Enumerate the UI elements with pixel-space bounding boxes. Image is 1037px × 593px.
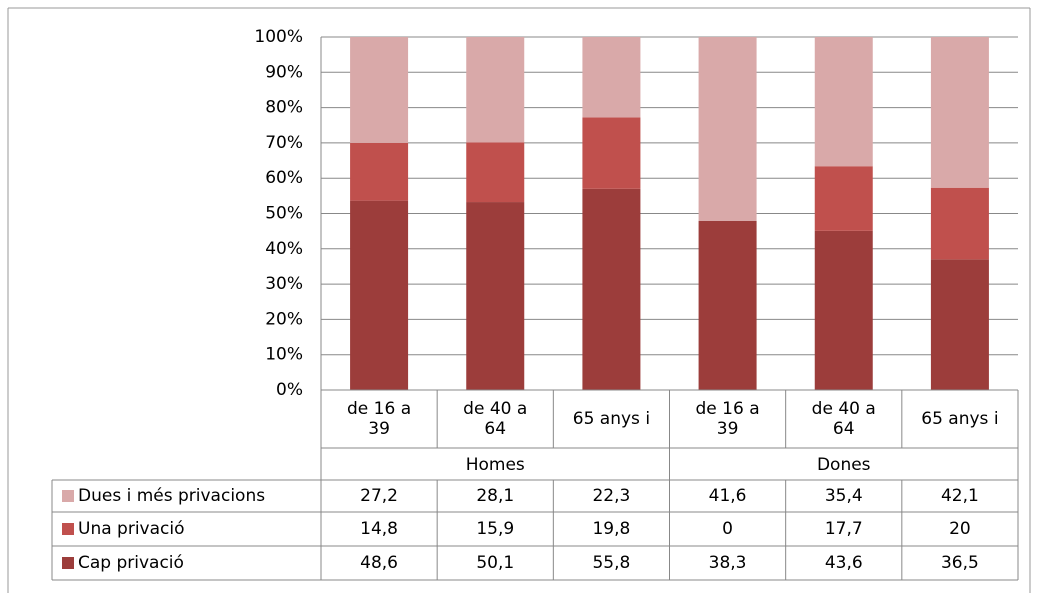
bar-segment [466,142,525,203]
x-tick-label: de 40 a 64 [811,399,876,439]
table-value: 50,1 [476,553,514,573]
bar-segment [350,37,409,143]
x-tick-label-box: de 40 a 64 [786,391,902,447]
table-value: 17,7 [825,519,863,539]
table-value: 42,1 [941,486,979,506]
y-tick-label: 10% [265,345,303,365]
x-tick-label: 65 anys i [921,409,999,429]
legend-label: Una privació [78,519,185,539]
y-tick-label: 50% [265,204,303,224]
bar-segment [582,37,641,118]
table-value: 15,9 [476,519,514,539]
x-tick-label: 65 anys i [572,409,651,429]
y-tick-label: 70% [265,133,303,153]
x-tick-label-cell: 65 anys i [553,391,669,447]
bar-segment [582,188,641,390]
bar-segment [814,37,873,167]
table-value: 14,8 [360,519,398,539]
y-tick-label: 20% [265,309,303,329]
bar-segment [350,200,409,390]
table-value: 27,2 [360,486,398,506]
table-value: 0 [722,519,733,539]
x-tick-label-cell: 65 anys i [902,391,1018,447]
y-tick-label: 0% [276,380,303,400]
y-tick-label: 80% [265,98,303,118]
bar-segment [582,117,641,189]
legend-label: Dues i més privacions [78,486,265,506]
group-label: Homes [466,455,525,475]
table-value: 19,8 [592,519,630,539]
table-value: 41,6 [709,486,747,506]
x-tick-label: de 16 a 39 [695,399,760,439]
table-value: 36,5 [941,553,979,573]
x-tick-label-box: 65 anys i [553,391,669,447]
x-tick-label: de 40 a 64 [463,399,528,439]
y-tick-label: 90% [265,62,303,82]
bar-segment [698,220,757,390]
bar-segment [466,37,525,143]
table-value: 55,8 [592,553,630,573]
legend-swatch [62,523,74,535]
table-value: 35,4 [825,486,863,506]
x-tick-label-box: de 16 a 39 [321,391,437,447]
legend-swatch [62,490,74,502]
group-label: Dones [817,455,871,475]
bar-segment [698,37,757,221]
bar-segment [930,259,989,390]
x-tick-label-box: de 40 a 64 [437,391,553,447]
y-tick-label: 60% [265,168,303,188]
bar-segment [466,202,525,390]
bar-segment [930,187,989,260]
bar-segment [350,142,409,201]
bar-segment [814,230,873,390]
y-tick-label: 100% [254,27,303,47]
bar-segment [814,166,873,231]
bar-segment [930,37,989,188]
table-value: 22,3 [592,486,630,506]
x-tick-label-cell: de 16 a 39 [670,391,786,447]
x-tick-label-cell: de 40 a 64 [786,391,902,447]
legend-swatch [62,557,74,569]
table-value: 20 [949,519,971,539]
y-tick-label: 40% [265,239,303,259]
x-tick-label: de 16 a 39 [347,399,412,439]
table-value: 38,3 [709,553,747,573]
table-value: 48,6 [360,553,398,573]
y-tick-label: 30% [265,274,303,294]
table-value: 43,6 [825,553,863,573]
legend-label: Cap privació [78,553,184,573]
x-tick-label-cell: de 40 a 64 [437,391,553,447]
x-tick-label-box: de 16 a 39 [670,391,786,447]
x-tick-label-box: 65 anys i [902,391,1018,447]
x-tick-label-cell: de 16 a 39 [321,391,437,447]
table-value: 28,1 [476,486,514,506]
